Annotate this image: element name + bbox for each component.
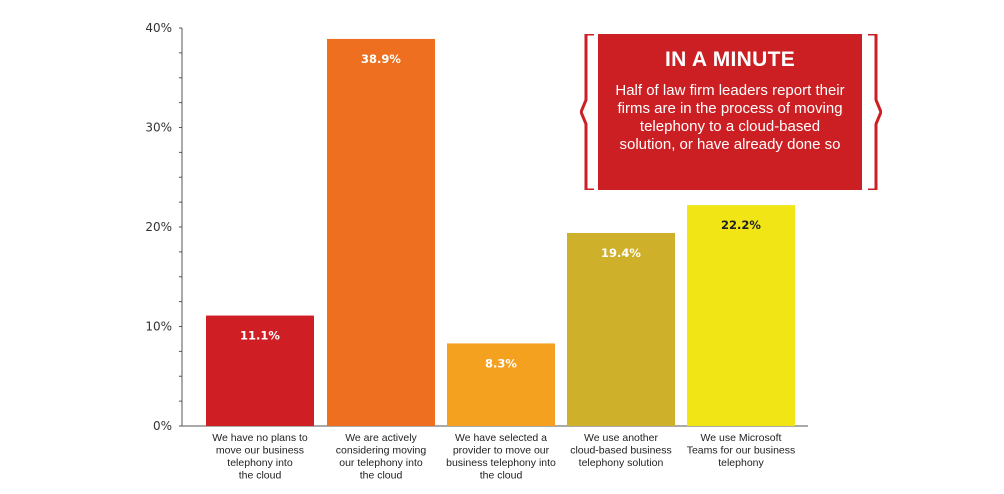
- bar-value-label: 19.4%: [601, 246, 641, 260]
- y-tick-label: 30%: [145, 121, 172, 135]
- y-tick-label: 40%: [145, 21, 172, 35]
- bar-value-label: 11.1%: [240, 329, 280, 343]
- in-a-minute-callout: IN A MINUTE Half of law firm leaders rep…: [598, 34, 862, 190]
- callout-text: Half of law firm leaders report their fi…: [615, 82, 845, 153]
- labels: 11.1% We have no plans to move our busines…: [212, 52, 795, 482]
- left-brace-icon: [580, 34, 594, 190]
- bar-value-label: 38.9%: [361, 52, 401, 66]
- bar: [327, 38, 435, 426]
- callout-title: IN A MINUTE: [664, 48, 796, 71]
- right-brace-icon: [868, 34, 882, 190]
- y-tick-label: 20%: [145, 220, 172, 234]
- category-label: We have selected a provider to move our bu…: [446, 432, 556, 482]
- category-label: We are actively considering moving our tel…: [336, 432, 427, 482]
- category-label: We use Microsoft Teams for our business te…: [687, 432, 796, 469]
- category-label: We have no plans to move our business tele…: [212, 432, 308, 482]
- category-label: We use another cloud-based business teleph…: [570, 432, 672, 469]
- bars: [206, 38, 795, 426]
- bar: [687, 205, 795, 426]
- bar: [206, 315, 314, 426]
- y-tick-label: 10%: [145, 320, 172, 334]
- bar: [567, 232, 675, 426]
- y-tick-label: 0%: [153, 419, 172, 433]
- bar-value-label: 22.2%: [721, 218, 761, 232]
- bar-value-label: 8.3%: [485, 356, 517, 370]
- bar: [447, 343, 555, 426]
